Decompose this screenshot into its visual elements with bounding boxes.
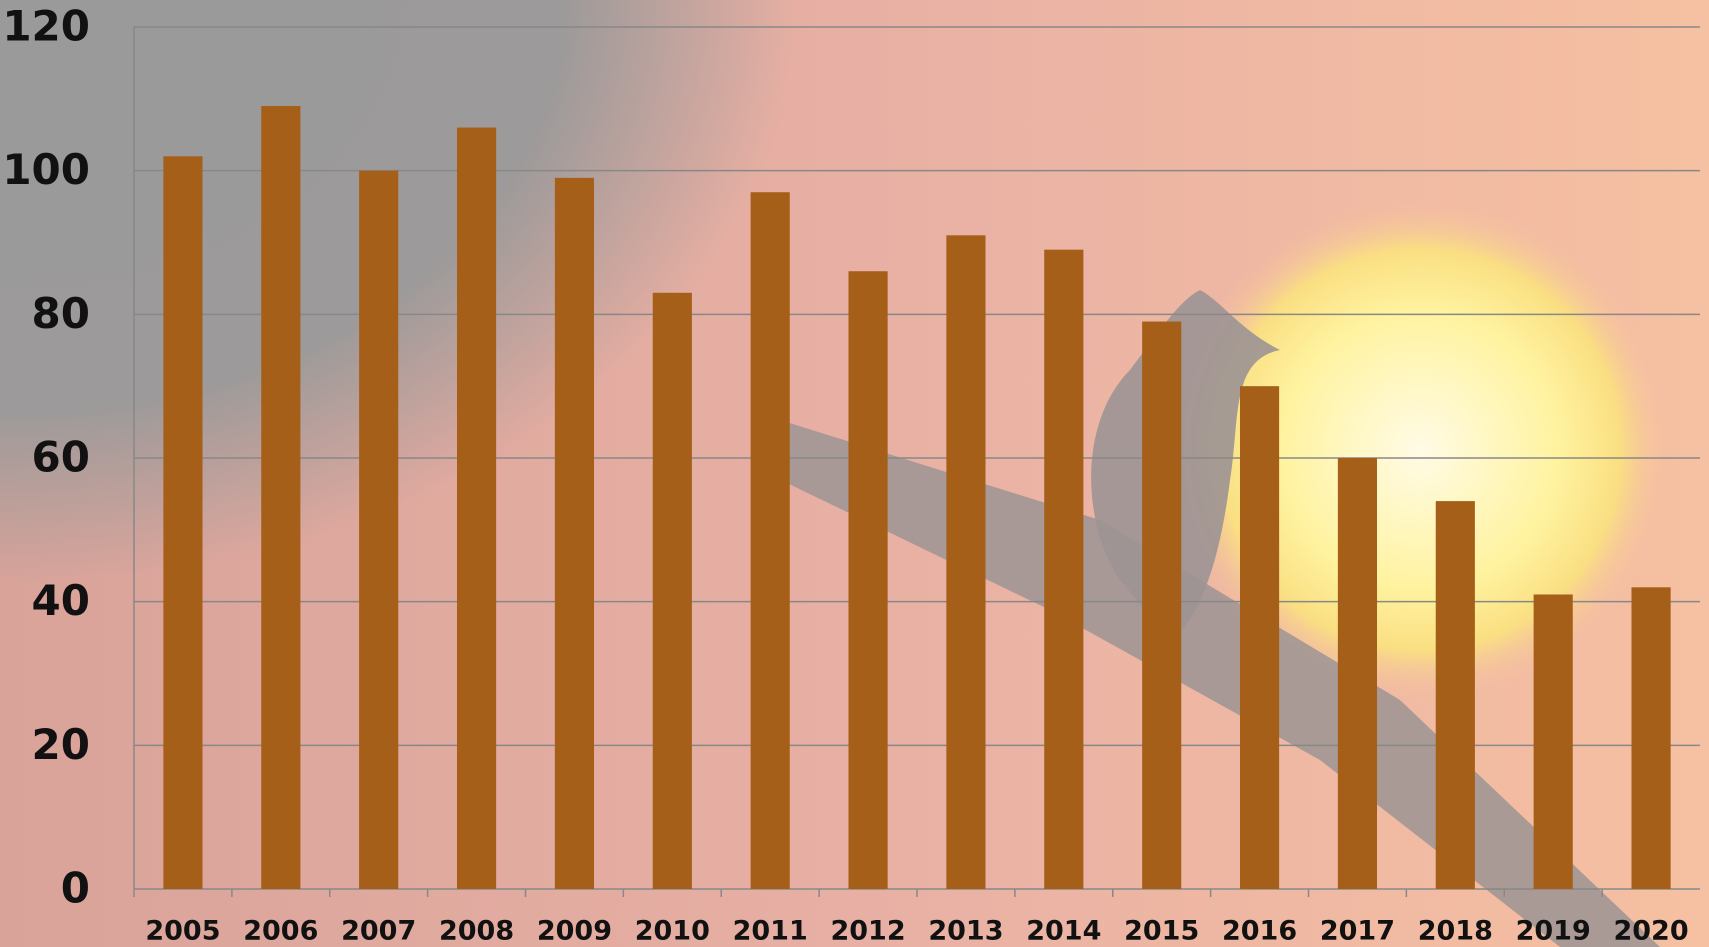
bar	[554, 177, 595, 890]
bar	[359, 170, 399, 889]
y-tick-label: 80	[32, 289, 90, 338]
x-tick-label: 2014	[1026, 916, 1101, 947]
x-tick-label: 2010	[635, 916, 710, 947]
y-tick-label: 60	[32, 433, 90, 482]
bar	[1239, 386, 1280, 889]
y-tick-label: 20	[32, 720, 90, 769]
x-tick-label: 2005	[145, 916, 220, 947]
x-tick-label: 2007	[341, 916, 416, 947]
bar	[750, 192, 790, 889]
x-tick-label: 2017	[1320, 916, 1395, 947]
sun	[1170, 200, 1670, 700]
x-tick-label: 2008	[439, 916, 514, 947]
x-tick-label: 2011	[733, 916, 808, 947]
x-tick-label: 2016	[1222, 916, 1297, 947]
bar	[1044, 249, 1084, 889]
bar	[848, 271, 888, 889]
bar	[1435, 501, 1475, 889]
bar	[1631, 587, 1671, 889]
bar	[261, 106, 301, 890]
x-tick-label: 2020	[1613, 916, 1688, 947]
bar	[163, 156, 203, 890]
y-tick-label: 40	[32, 576, 90, 625]
bar	[1337, 458, 1378, 889]
bar	[1533, 594, 1573, 889]
bar	[946, 235, 986, 890]
bar	[652, 292, 692, 889]
x-tick-label: 2012	[830, 916, 905, 947]
bar	[1142, 321, 1182, 889]
y-tick-label: 0	[61, 864, 90, 913]
x-tick-label: 2019	[1516, 916, 1591, 947]
x-tick-label: 2015	[1124, 916, 1199, 947]
x-tick-label: 2018	[1418, 916, 1493, 947]
x-tick-label: 2009	[537, 916, 612, 947]
x-tick-label: 2013	[928, 916, 1003, 947]
y-tick-label: 120	[2, 2, 90, 51]
bar	[456, 127, 497, 890]
y-tick-label: 100	[2, 145, 90, 194]
x-tick-label: 2006	[243, 916, 318, 947]
bird	[1091, 290, 1280, 640]
